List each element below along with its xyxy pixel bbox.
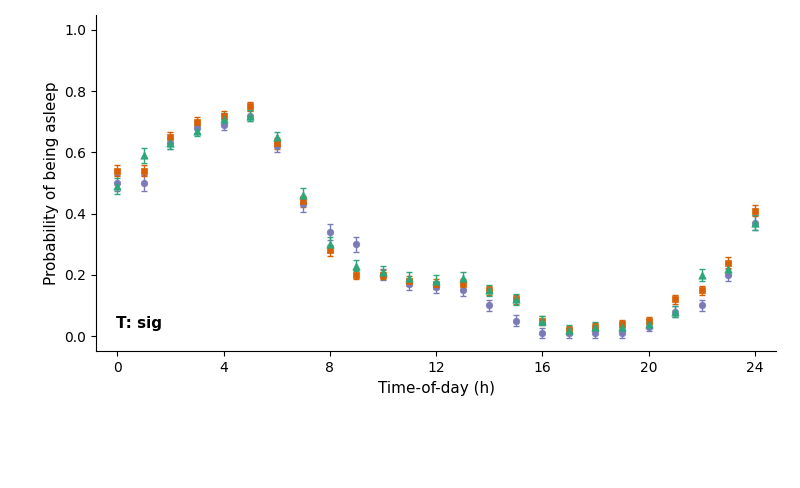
non-HC women [217,112,230,120]
Men [164,139,177,147]
Men [536,317,549,325]
Men [244,112,257,120]
HC women [164,139,177,147]
HC women [722,271,734,279]
non-HC women [244,102,257,110]
non-HC women [536,317,549,325]
non-HC women [669,295,682,303]
Men [482,286,495,294]
Men [510,295,522,303]
HC women [323,228,336,236]
non-HC women [377,271,390,279]
HC women [138,179,150,187]
Men [190,127,203,135]
Men [615,323,628,331]
HC women [589,329,602,337]
Men [323,240,336,248]
Men [297,191,310,199]
non-HC women [695,286,708,294]
non-HC women [190,118,203,126]
HC women [350,240,362,248]
non-HC women [430,280,442,288]
Men [562,326,575,334]
Men [669,307,682,315]
HC women [403,280,416,288]
HC women [510,317,522,325]
HC women [748,219,761,227]
Men [270,133,283,141]
Men [589,323,602,331]
non-HC women [164,133,177,141]
non-HC women [297,198,310,205]
non-HC women [138,167,150,175]
Y-axis label: Probability of being asleep: Probability of being asleep [44,81,58,285]
non-HC women [111,167,124,175]
Men [722,265,734,273]
non-HC women [510,295,522,303]
Men [138,152,150,160]
HC women [190,124,203,132]
HC women [297,201,310,208]
HC women [615,329,628,337]
HC women [430,283,442,291]
Men [403,274,416,282]
HC women [695,302,708,309]
non-HC women [350,271,362,279]
non-HC women [615,320,628,328]
Men [377,268,390,276]
non-HC women [722,259,734,266]
HC women [482,302,495,309]
HC women [456,286,469,294]
non-HC women [323,246,336,254]
HC women [244,112,257,120]
non-HC women [642,317,655,325]
HC women [270,142,283,150]
non-HC women [589,323,602,331]
Text: T: sig: T: sig [117,316,162,331]
HC women [562,329,575,337]
Men [111,182,124,190]
non-HC women [482,286,495,294]
HC women [642,323,655,331]
HC women [669,307,682,315]
X-axis label: Time-of-day (h): Time-of-day (h) [378,381,494,396]
non-HC women [562,326,575,334]
non-HC women [270,139,283,147]
non-HC women [748,206,761,214]
Men [456,274,469,282]
non-HC women [403,277,416,285]
Men [217,115,230,122]
Men [748,219,761,227]
Men [642,320,655,328]
HC women [536,329,549,337]
Men [695,271,708,279]
HC women [217,121,230,129]
Men [350,262,362,269]
HC women [377,271,390,279]
HC women [111,179,124,187]
Men [430,277,442,285]
non-HC women [456,280,469,288]
